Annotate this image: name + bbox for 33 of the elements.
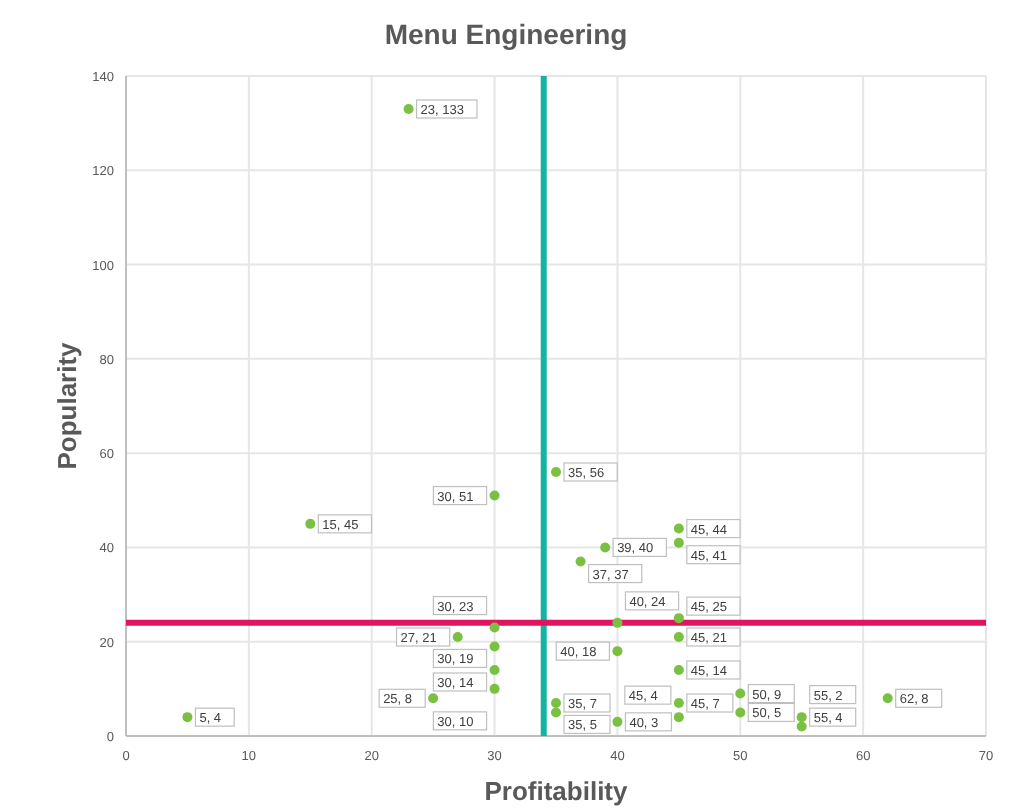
point <box>612 646 623 657</box>
point <box>489 683 500 694</box>
point <box>673 537 684 548</box>
point <box>673 523 684 534</box>
point <box>551 467 561 477</box>
point <box>575 556 586 567</box>
point <box>673 613 684 624</box>
point <box>673 712 684 723</box>
point <box>403 104 414 114</box>
point <box>551 698 561 708</box>
point <box>673 698 684 708</box>
point <box>673 665 684 675</box>
point <box>735 688 746 699</box>
point <box>452 632 463 642</box>
x-axis-title: Profitability <box>484 776 630 806</box>
point <box>489 622 500 633</box>
point <box>489 641 500 652</box>
point <box>182 712 193 723</box>
point <box>489 665 500 675</box>
point <box>600 542 611 553</box>
point <box>796 721 807 732</box>
point <box>551 707 561 718</box>
point <box>735 707 746 718</box>
point <box>428 693 439 704</box>
y-axis-title: Popularity <box>52 340 82 470</box>
point <box>673 632 684 642</box>
chart-title: Menu Engineering <box>384 18 628 50</box>
point <box>489 490 500 501</box>
point <box>305 518 316 529</box>
point <box>796 712 807 723</box>
point <box>612 617 623 628</box>
point <box>612 716 623 727</box>
point <box>882 693 893 704</box>
